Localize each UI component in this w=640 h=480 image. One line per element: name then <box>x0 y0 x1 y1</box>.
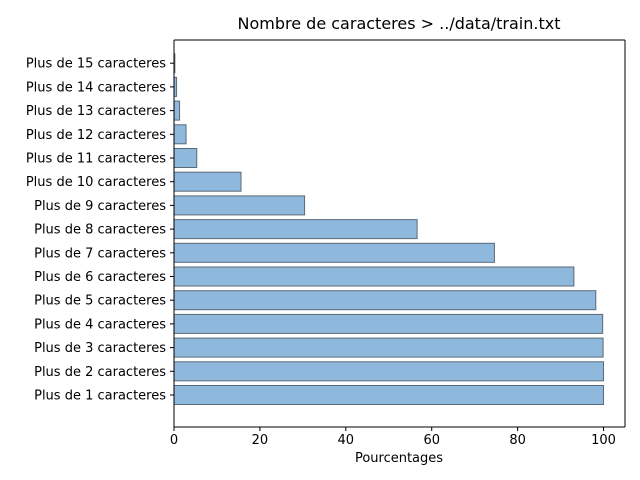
y-tick-label-13: Plus de 13 caracteres <box>26 104 166 119</box>
bar-4 <box>173 313 604 334</box>
bar-2 <box>173 361 605 382</box>
bar-5 <box>173 290 597 311</box>
x-axis-ticks: 0 20 40 60 80 100 <box>170 427 616 448</box>
bar-3 <box>173 337 604 358</box>
y-tick-label-7: Plus de 7 caracteres <box>34 246 166 261</box>
bars-group <box>173 53 605 405</box>
y-tick-label-15: Plus de 15 caracteres <box>26 57 166 72</box>
y-tick-label-8: Plus de 8 caracteres <box>34 223 166 238</box>
y-tick-label-3: Plus de 3 caracteres <box>34 341 166 356</box>
bar-13 <box>173 100 181 121</box>
x-tick-label-20: 20 <box>252 433 269 448</box>
x-tick-label-40: 40 <box>338 433 355 448</box>
bar-7 <box>173 242 495 263</box>
y-tick-label-10: Plus de 10 caracteres <box>26 175 166 190</box>
chart-title: Nombre de caracteres > ../data/train.txt <box>238 14 561 33</box>
y-tick-labels: Plus de 1 caracteres Plus de 2 caracteres… <box>26 57 174 404</box>
x-tick-label-60: 60 <box>423 433 440 448</box>
bar-6 <box>173 266 575 287</box>
bar-8 <box>173 219 418 240</box>
x-tick-label-100: 100 <box>591 433 616 448</box>
y-tick-label-9: Plus de 9 caracteres <box>34 199 166 214</box>
y-tick-label-11: Plus de 11 caracteres <box>26 152 166 167</box>
x-axis-label: Pourcentages <box>355 451 443 466</box>
y-tick-label-2: Plus de 2 caracteres <box>34 365 166 380</box>
x-tick-label-80: 80 <box>509 433 526 448</box>
bar-10 <box>173 171 242 192</box>
x-tick-label-0: 0 <box>170 433 178 448</box>
y-tick-label-1: Plus de 1 caracteres <box>34 389 166 404</box>
axis-spines <box>173 39 626 428</box>
bar-9 <box>173 195 306 216</box>
y-tick-label-4: Plus de 4 caracteres <box>34 317 166 332</box>
bar-1 <box>173 385 605 405</box>
bar-11 <box>173 148 198 168</box>
y-tick-label-14: Plus de 14 caracteres <box>26 80 166 95</box>
y-tick-label-5: Plus de 5 caracteres <box>34 294 166 309</box>
y-tick-label-6: Plus de 6 caracteres <box>34 270 166 285</box>
bar-12 <box>173 124 187 145</box>
y-tick-label-12: Plus de 12 caracteres <box>26 128 166 143</box>
